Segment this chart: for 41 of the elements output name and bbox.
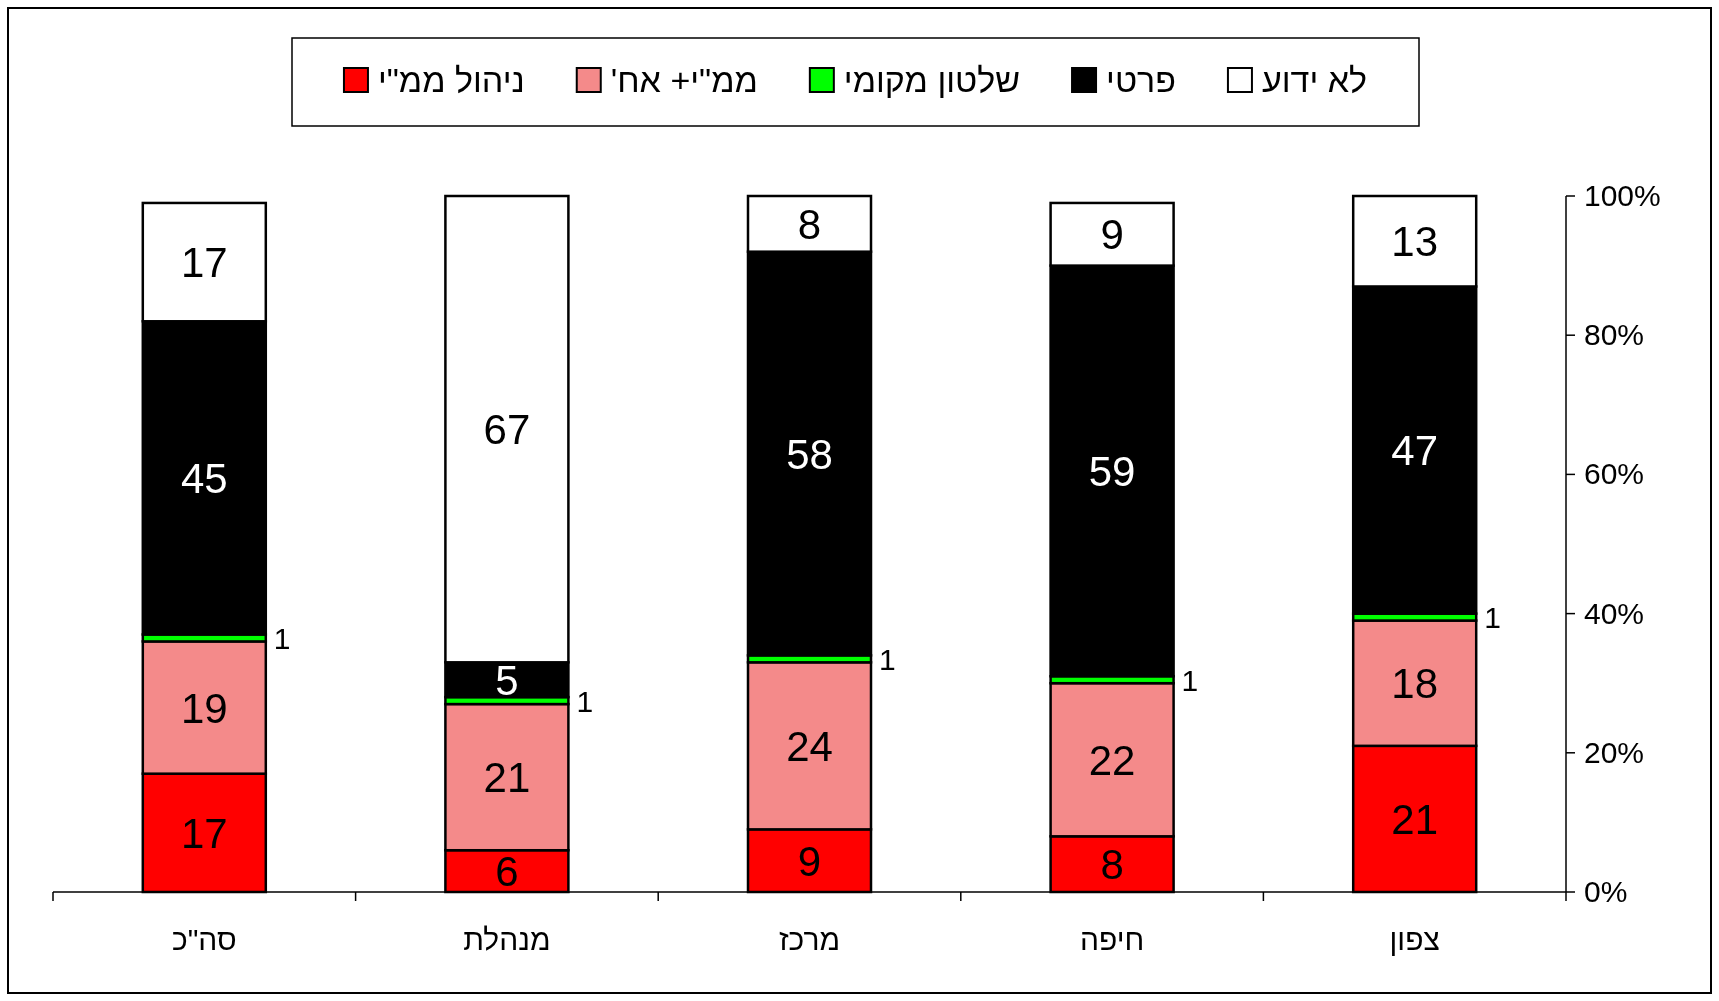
data-label: 18 xyxy=(1391,660,1439,708)
data-label: 24 xyxy=(786,722,833,770)
data-label: 45 xyxy=(180,454,228,502)
data-label: 17 xyxy=(180,809,228,857)
data-label: 59 xyxy=(1088,447,1136,495)
data-label: 21 xyxy=(1391,795,1439,843)
data-label: 13 xyxy=(1391,218,1439,266)
data-label: 1 xyxy=(576,684,594,718)
legend-label: ניהול ממ"י xyxy=(377,61,525,99)
data-label: 22 xyxy=(1088,736,1136,784)
data-label: 8 xyxy=(1100,841,1124,889)
legend-label: פרטי xyxy=(1106,61,1176,99)
data-label: 1 xyxy=(879,642,896,676)
data-label: 58 xyxy=(786,430,833,478)
data-label: 8 xyxy=(797,200,822,248)
data-label: 1 xyxy=(1484,601,1501,635)
data-label: 1 xyxy=(273,621,291,655)
x-tick-label: מנהלת xyxy=(463,923,551,956)
data-label: 67 xyxy=(483,406,531,454)
x-tick-label: צפון xyxy=(1389,923,1440,956)
data-label: 19 xyxy=(180,684,228,732)
x-tick-label: מרכז xyxy=(778,923,841,956)
y-tick-label: 0% xyxy=(1584,875,1628,908)
y-tick-label: 60% xyxy=(1584,457,1645,491)
y-tick-label: 40% xyxy=(1584,596,1645,630)
data-label: 5 xyxy=(495,656,519,704)
x-tick-label: סה"כ xyxy=(171,923,237,956)
data-label: 9 xyxy=(1100,211,1124,259)
y-tick-label: 20% xyxy=(1584,735,1645,769)
data-label: 17 xyxy=(180,239,228,287)
y-tick-label: 100% xyxy=(1584,179,1661,212)
data-label: 9 xyxy=(797,837,822,885)
data-label: 21 xyxy=(483,754,531,802)
y-tick-label: 80% xyxy=(1584,318,1645,352)
x-tick-label: חיפה xyxy=(1079,923,1145,956)
data-label: 47 xyxy=(1391,427,1439,475)
data-label: 6 xyxy=(495,848,519,896)
data-label: 1 xyxy=(1181,663,1199,697)
legend-label: לא ידוע xyxy=(1261,61,1368,99)
legend-label: שלטון מקומי xyxy=(843,61,1021,99)
legend-label: ממ"י+ אח' xyxy=(610,61,758,99)
